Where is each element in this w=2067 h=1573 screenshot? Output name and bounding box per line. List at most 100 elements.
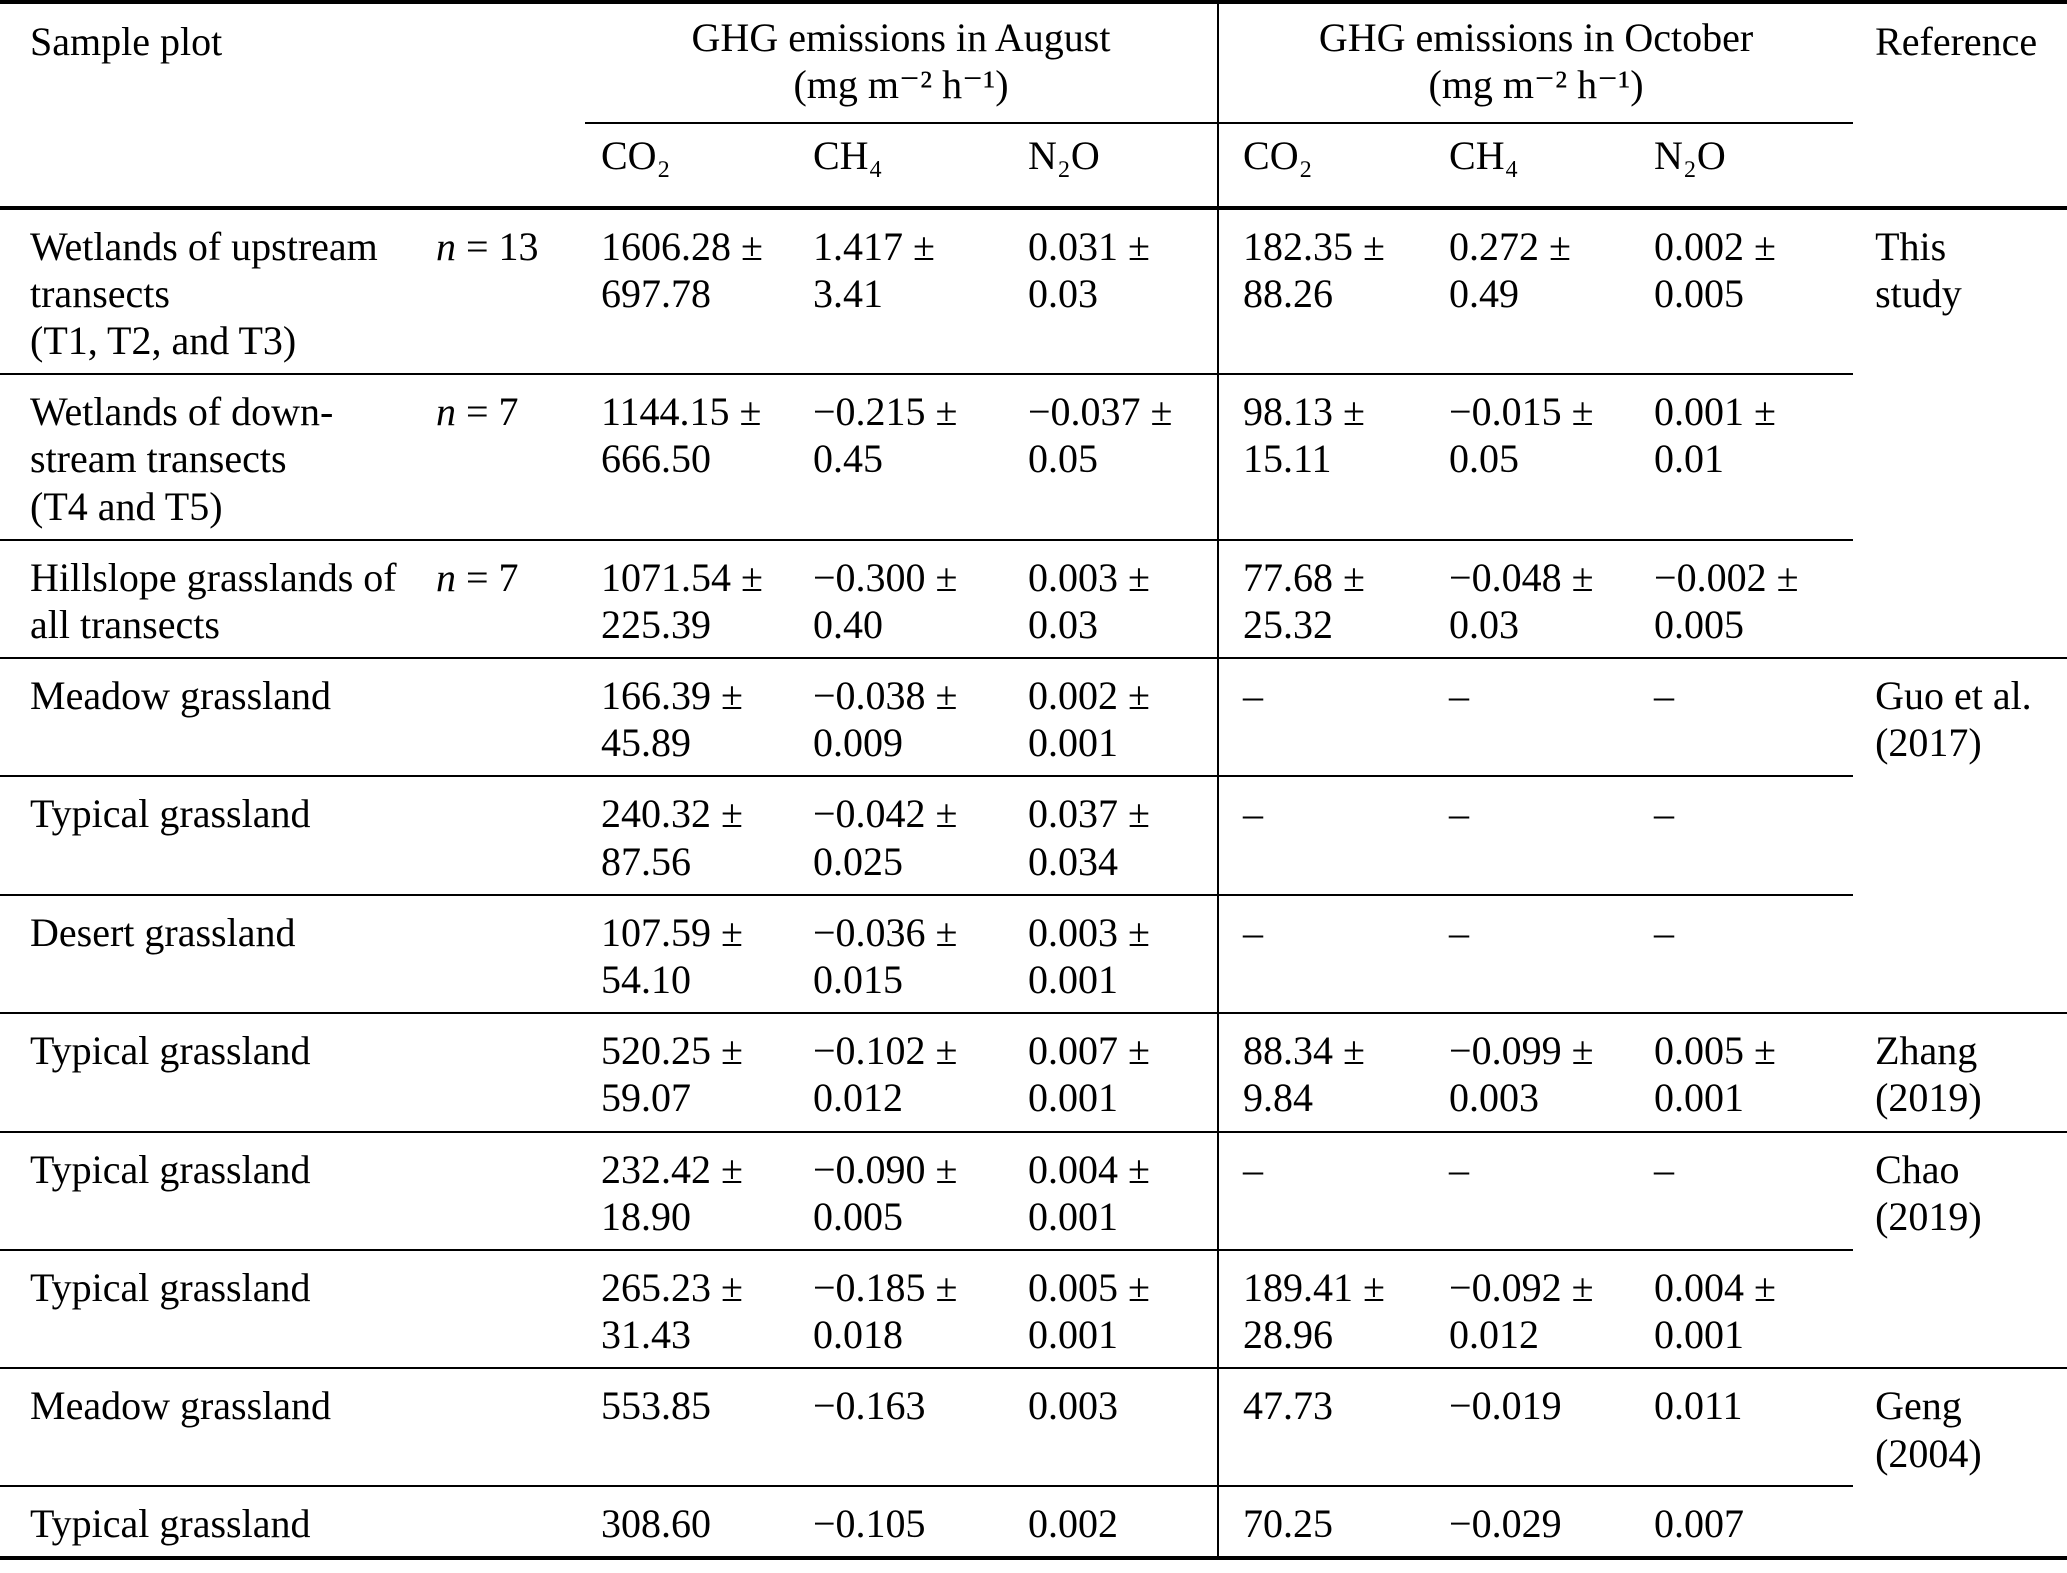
- reference-cell: Chao (2019): [1875, 1146, 1982, 1239]
- august-co2-value-cell: 240.32 ±87.56: [585, 776, 797, 896]
- october-co2-value-cell: –: [1217, 894, 1434, 1015]
- august-ch4-value-cell: −0.038 ±0.009: [797, 658, 1012, 778]
- august-n2o-value-cell: 0.037 ±0.034: [1012, 776, 1219, 896]
- august-co2-value-cell: 232.42 ±18.90: [585, 1131, 797, 1251]
- reference-cell: Geng (2004): [1875, 1383, 1982, 1476]
- n-count-cell: n = 7: [420, 539, 585, 660]
- august-n2o-value-cell: 0.005 ±0.001: [1012, 1249, 1219, 1370]
- october-n2o-value-cell: −0.002 ±0.005: [1638, 539, 1854, 660]
- reference-cell: [1853, 776, 2067, 894]
- reference-cell: [1853, 539, 2067, 660]
- october-co2-value-cell: –: [1217, 658, 1434, 778]
- august-co2-value-cell: 520.25 ±59.07: [585, 1013, 797, 1133]
- october-group-unit: (mg m⁻² h⁻¹): [1428, 62, 1644, 108]
- august-ch4-value-cell: −0.090 ±0.005: [797, 1131, 1012, 1251]
- october-ch4-value-cell: −0.092 ±0.012: [1433, 1249, 1639, 1370]
- sample-plot-cell: Wetlands of upstream transects (T1, T2, an…: [0, 207, 420, 376]
- sample-plot-cell: Typical grassland: [0, 1013, 420, 1133]
- october-ch4-value-cell: –: [1433, 776, 1639, 896]
- sample-plot-header: Sample plot: [0, 2, 585, 210]
- august-ch4-value-cell: −0.215 ±0.45: [797, 374, 1012, 541]
- sample-plot-cell: Meadow grassland: [0, 658, 420, 778]
- august-co2-value-cell: 166.39 ±45.89: [585, 658, 797, 778]
- october-co2-value-cell: 88.34 ±9.84: [1217, 1013, 1434, 1133]
- sample-plot-cell: Typical grassland: [30, 1500, 311, 1546]
- august-ch4-value-cell: −0.102 ±0.012: [797, 1013, 1012, 1133]
- october-n2o-value-cell: –: [1638, 658, 1854, 778]
- table-row: Wetlands of upstream transects (T1, T2, an…: [0, 207, 2067, 376]
- august-co2-value-cell: 1144.15 ±666.50: [585, 374, 797, 541]
- august-n2o-value-cell: 0.003 ±0.001: [1012, 894, 1219, 1015]
- october-n2o-value-cell: 0.004 ±0.001: [1638, 1249, 1854, 1370]
- october-co2-value-cell: 189.41 ±28.96: [1217, 1249, 1434, 1370]
- table-header: Sample plot GHG emissions in August (mg …: [0, 2, 2067, 210]
- sample-plot-cell: Typical grassland: [0, 1131, 420, 1251]
- october-n2o-value-cell: –: [1638, 776, 1854, 896]
- n-count-cell: [420, 776, 585, 896]
- august-n2o-value-cell: 0.003: [1012, 1368, 1219, 1487]
- august-n2o-value-cell: 0.002: [1028, 1500, 1118, 1546]
- n-count-cell: [420, 1249, 585, 1370]
- table-row: Typical grassland 265.23 ±31.43 −0.185 ±0.…: [0, 1249, 2067, 1370]
- gas-header-row: CO₂ CH₄ N₂O CO₂ CH₄ N₂O: [0, 123, 2067, 210]
- october-n2o-value-cell: –: [1638, 894, 1854, 1015]
- october-n2o-value-cell: 0.005 ±0.001: [1638, 1013, 1854, 1133]
- n-count-cell: [420, 894, 585, 1015]
- reference-cell: [1853, 1249, 2067, 1370]
- n-count-cell: n = 7: [420, 374, 585, 541]
- august-ch4-value-cell: −0.105: [813, 1500, 926, 1546]
- reference-cell: Zhang (2019): [1853, 1013, 2067, 1133]
- table-row: Meadow grassland 553.85 −0.163 0.003 47.73 −0…: [0, 1368, 2067, 1487]
- n-count-cell: [420, 1013, 585, 1133]
- october-ch4-value-cell: 0.272 ±0.49: [1433, 207, 1639, 376]
- table-row: Typical grassland 240.32 ±87.56 −0.042 ±0.…: [0, 776, 2067, 896]
- october-group-title: GHG emissions in October: [1318, 15, 1754, 60]
- sample-plot-cell: Hillslope grasslands of all transects: [0, 539, 420, 660]
- october-ch4-value-cell: –: [1433, 658, 1639, 778]
- table-row: Meadow grassland 166.39 ±45.89 −0.038 ±0.0…: [0, 658, 2067, 778]
- august-group-title: GHG emissions in August: [691, 15, 1111, 60]
- august-ch4-value-cell: −0.300 ±0.40: [797, 539, 1012, 660]
- august-co2-value-cell: 308.60: [601, 1500, 711, 1546]
- august-co2-value-cell: 107.59 ±54.10: [585, 894, 797, 1015]
- october-n2o-value-cell: 0.002 ±0.005: [1638, 207, 1854, 376]
- august-n2o-value-cell: 0.002 ±0.001: [1012, 658, 1219, 778]
- table-row: Desert grassland 107.59 ±54.10 −0.036 ±0.0…: [0, 894, 2067, 1015]
- n-count-cell: [420, 1368, 585, 1487]
- group-header-row: Sample plot GHG emissions in August (mg …: [0, 2, 2067, 210]
- october-n2o-header: N₂O: [1638, 123, 1854, 210]
- august-group-header: GHG emissions in August (mg m⁻² h⁻¹): [585, 2, 1219, 125]
- table-row: Typical grassland 232.42 ±18.90 −0.090 ±0.…: [0, 1131, 2067, 1251]
- october-ch4-value-cell: −0.099 ±0.003: [1433, 1013, 1639, 1133]
- table-body: Wetlands of upstream transects (T1, T2, an…: [0, 207, 2067, 1558]
- august-ch4-value-cell: −0.036 ±0.015: [797, 894, 1012, 1015]
- august-co2-value-cell: 1071.54 ±225.39: [585, 539, 797, 660]
- reference-cell: [1853, 374, 2067, 540]
- august-n2o-value-cell: 0.003 ±0.03: [1012, 539, 1219, 660]
- august-group-unit: (mg m⁻² h⁻¹): [793, 62, 1009, 108]
- august-ch4-header: CH₄: [797, 123, 1012, 210]
- october-ch4-value-cell: −0.048 ±0.03: [1433, 539, 1639, 660]
- n-count-cell: [420, 1486, 585, 1558]
- august-ch4-value-cell: −0.042 ±0.025: [797, 776, 1012, 896]
- october-co2-header: CO₂: [1217, 123, 1434, 210]
- reference-cell: This study: [1875, 223, 1962, 316]
- august-n2o-value-cell: 0.004 ±0.001: [1012, 1131, 1219, 1251]
- august-co2-value-cell: 265.23 ±31.43: [585, 1249, 797, 1370]
- reference-header: Reference: [1853, 2, 2067, 210]
- august-ch4-value-cell: 1.417 ±3.41: [797, 207, 1012, 376]
- sample-plot-cell: Typical grassland: [0, 1249, 420, 1370]
- august-co2-value-cell: 553.85: [585, 1368, 797, 1487]
- table-row: Wetlands of down-stream transects (T4 and…: [0, 374, 2067, 541]
- october-ch4-value-cell: –: [1433, 894, 1639, 1015]
- sample-plot-cell: Wetlands of down-stream transects (T4 and…: [0, 374, 420, 541]
- reference-cell: [1853, 1486, 2067, 1558]
- august-n2o-value-cell: 0.007 ±0.001: [1012, 1013, 1219, 1133]
- october-co2-value-cell: 182.35 ±88.26: [1217, 207, 1434, 376]
- august-co2-header: CO₂: [585, 123, 797, 210]
- august-ch4-value-cell: −0.163: [797, 1368, 1012, 1487]
- reference-cell: Guo et al. (2017): [1875, 673, 2032, 766]
- sample-plot-cell: Meadow grassland: [0, 1368, 420, 1487]
- october-group-header: GHG emissions in October (mg m⁻² h⁻¹): [1217, 2, 1854, 125]
